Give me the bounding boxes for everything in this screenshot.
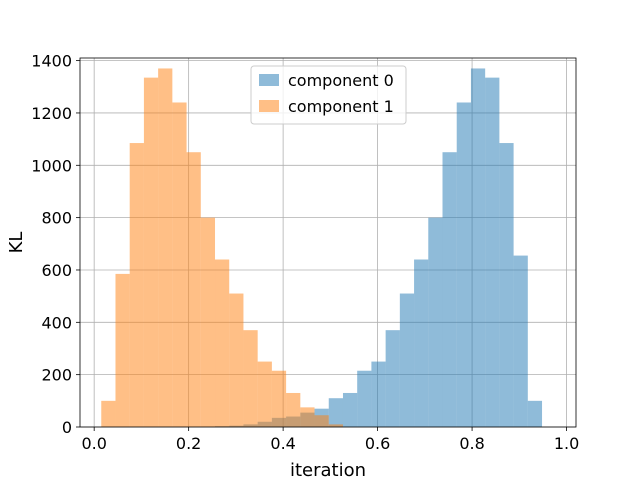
histogram-bar-component-1 xyxy=(129,143,144,427)
histogram-bar-component-0 xyxy=(399,293,415,427)
y-tick-label: 1400 xyxy=(31,52,72,71)
histogram-bar-component-0 xyxy=(456,102,471,427)
histogram-bar-component-1 xyxy=(300,407,315,427)
histogram-bar-component-1 xyxy=(229,293,244,427)
x-tick-label: 0.6 xyxy=(365,434,390,453)
histogram-bar-component-0 xyxy=(371,361,386,427)
histogram-bar-component-1 xyxy=(143,77,159,428)
histogram-bar-component-0 xyxy=(328,398,343,427)
histogram-bar-component-0 xyxy=(470,68,486,428)
histogram-bar-component-1 xyxy=(271,370,287,427)
y-tick-label: 400 xyxy=(41,313,72,332)
histogram-bar-component-0 xyxy=(414,259,429,427)
y-tick-label: 200 xyxy=(41,366,72,385)
x-tick-label: 0.4 xyxy=(270,434,295,453)
plot-frame xyxy=(79,57,577,428)
y-tick-label: 800 xyxy=(41,209,72,228)
y-axis-ticks: 0 200 400 600 800 1000 1200 1400 xyxy=(31,52,80,437)
legend-label-component-0: component 0 xyxy=(288,71,394,90)
histogram-bar-component-0 xyxy=(499,143,514,427)
histogram-bar-component-1 xyxy=(328,424,343,427)
y-axis-label: KL xyxy=(6,232,27,254)
histogram-bar-component-1 xyxy=(101,400,116,427)
component-0-bars xyxy=(215,68,543,428)
y-tick-label: 1200 xyxy=(31,104,72,123)
x-axis-ticks: 0.0 0.2 0.4 0.6 0.8 1.0 xyxy=(81,427,579,453)
histogram-bar-component-0 xyxy=(385,330,400,427)
legend-swatch-component-1 xyxy=(259,100,279,112)
x-tick-label: 0.0 xyxy=(81,434,106,453)
legend: component 0 component 1 xyxy=(250,65,407,125)
histogram-bar-component-1 xyxy=(257,361,272,427)
histogram-bar-component-0 xyxy=(428,217,443,427)
legend-box xyxy=(250,65,407,125)
histogram-bar-component-1 xyxy=(314,415,329,427)
y-tick-label: 600 xyxy=(41,261,72,280)
histogram-bar-component-1 xyxy=(186,152,201,427)
histogram-bar-component-0 xyxy=(342,392,358,427)
histogram-bar-component-0 xyxy=(485,77,500,428)
histogram-bar-component-0 xyxy=(513,255,528,427)
histogram-bar-component-1 xyxy=(158,68,173,428)
histogram-bar-component-1 xyxy=(172,102,187,427)
x-axis-label: iteration xyxy=(290,460,366,480)
x-tick-label: 0.8 xyxy=(459,434,484,453)
histogram-bar-component-1 xyxy=(215,259,230,427)
x-tick-label: 0.2 xyxy=(176,434,201,453)
histogram-bar-component-0 xyxy=(527,400,543,427)
histogram-bar-component-1 xyxy=(286,392,301,427)
histogram-bar-component-0 xyxy=(442,152,457,427)
legend-swatch-component-0 xyxy=(259,74,279,86)
legend-label-component-1: component 1 xyxy=(288,97,394,116)
component-1-bars xyxy=(101,68,343,428)
y-tick-label: 1000 xyxy=(31,156,72,175)
x-tick-label: 1.0 xyxy=(554,434,579,453)
histogram-bar-component-1 xyxy=(200,217,216,427)
histogram-bar-component-1 xyxy=(115,273,130,427)
histogram-bar-component-0 xyxy=(357,370,372,427)
histogram-bar-component-1 xyxy=(243,330,258,427)
y-tick-label: 0 xyxy=(62,418,72,437)
